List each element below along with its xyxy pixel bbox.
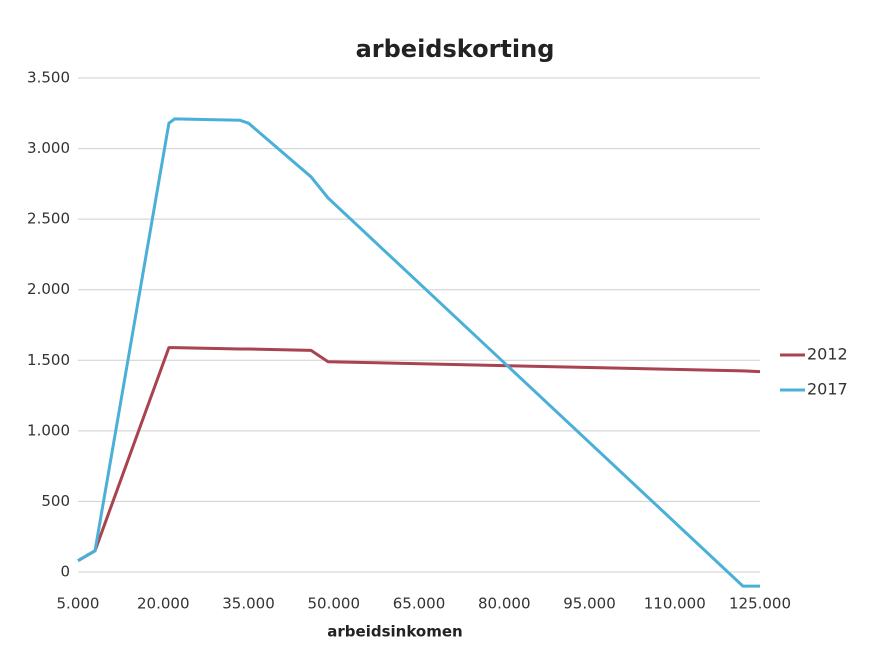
series-line: [77, 117, 760, 588]
x-tick-label: 35.000: [222, 595, 275, 613]
legend-label: 2017: [807, 380, 848, 399]
x-tick-label: 125.000: [729, 595, 791, 613]
x-tick-label: 80.000: [478, 595, 531, 613]
y-tick-label: 1.000: [27, 421, 70, 439]
y-tick-label: 500: [41, 492, 70, 510]
y-tick-label: 2.000: [27, 280, 70, 298]
chart-title: arbeidskorting: [356, 35, 555, 63]
y-tick-label: 3.000: [27, 139, 70, 157]
x-tick-label: 65.000: [393, 595, 446, 613]
series-line: [77, 346, 761, 562]
y-tick-label: 3.500: [27, 69, 70, 87]
y-tick-label: 2.500: [27, 210, 70, 228]
x-tick-label: 50.000: [308, 595, 361, 613]
y-tick-label: 0: [60, 563, 70, 581]
legend-label: 2012: [807, 345, 848, 364]
x-axis-label: arbeidsinkomen: [327, 623, 462, 641]
x-tick-label: 20.000: [137, 595, 190, 613]
x-tick-label: 110.000: [644, 595, 706, 613]
x-tick-label: 5.000: [57, 595, 100, 613]
y-tick-label: 1.500: [27, 351, 70, 369]
x-tick-label: 95.000: [563, 595, 616, 613]
